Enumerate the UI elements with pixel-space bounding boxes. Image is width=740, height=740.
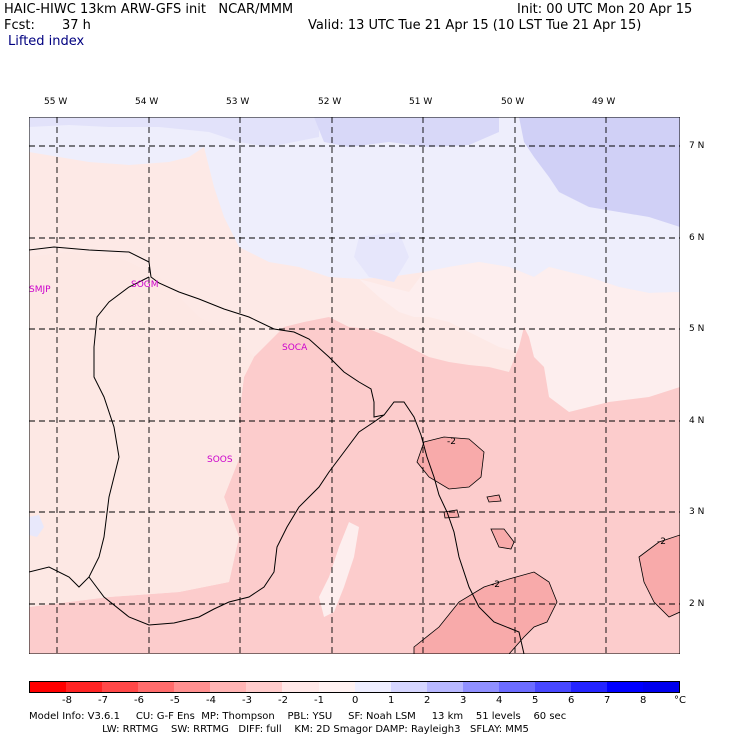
colorbar-swatch <box>246 682 283 692</box>
map-panel: SMJP SOGM SOCA SOOS -2 -2 -2 <box>28 116 681 655</box>
colorbar-swatch <box>426 682 463 692</box>
colorbar-tick: -3 <box>242 695 252 706</box>
forecast-label: Fcst: <box>4 18 35 33</box>
init-time: Init: 00 UTC Mon 20 Apr 15 <box>517 2 693 17</box>
lat-label: 4 N <box>689 416 705 426</box>
forecast-hour: 37 h <box>62 18 91 33</box>
field-unstable-fill <box>29 317 680 654</box>
colorbar-tick: 3 <box>460 695 467 706</box>
lat-label: 2 N <box>689 599 705 609</box>
field-neutral-west-fill <box>29 252 254 607</box>
valid-time: Valid: 13 UTC Tue 21 Apr 15 (10 LST Tue … <box>308 18 642 33</box>
lat-label: 5 N <box>689 324 705 334</box>
contour-cell-minus2 <box>638 534 681 618</box>
lat-label: 7 N <box>689 141 705 151</box>
contour-cell-minus2 <box>490 528 515 550</box>
lat-label: 3 N <box>689 507 705 517</box>
colorbar-tick: -4 <box>206 695 216 706</box>
colorbar-tick: 5 <box>532 695 539 706</box>
colorbar-tick: 6 <box>568 695 575 706</box>
station-label: SOGM <box>131 280 159 290</box>
colorbar-swatch <box>66 682 103 692</box>
field-name: Lifted index <box>8 34 85 49</box>
colorbar-tick: 4 <box>496 695 503 706</box>
colorbar-tick: -5 <box>170 695 180 706</box>
field-neutral-fill <box>359 262 680 412</box>
colorbar-swatch <box>210 682 247 692</box>
lon-label: 49 W <box>592 97 616 107</box>
station-label: SOCA <box>282 343 308 353</box>
colorbar-swatch <box>30 682 67 692</box>
border-guyane-brazil <box>88 414 385 626</box>
field-stable-fill <box>314 117 499 147</box>
coastline <box>28 246 525 655</box>
colorbar-tick: -6 <box>134 695 144 706</box>
station-label: SMJP <box>29 285 51 295</box>
colorbar-unit: °C <box>674 695 686 706</box>
colorbar <box>29 681 680 693</box>
lon-label: 54 W <box>135 97 159 107</box>
colorbar-tick: -2 <box>278 695 288 706</box>
model-info-line2: LW: RRTMG SW: RRTMG DIFF: full KM: 2D Sm… <box>29 724 529 735</box>
model-title: HAIC-HIWC 13km ARW-GFS init NCAR/MMM <box>4 2 294 17</box>
field-stable-fill <box>519 117 680 227</box>
colorbar-swatch <box>643 682 680 692</box>
station-label: SOOS <box>207 455 233 465</box>
colorbar-tick: -1 <box>314 695 324 706</box>
lon-label: 53 W <box>226 97 250 107</box>
lat-lon-grid <box>29 117 680 654</box>
colorbar-swatch <box>354 682 391 692</box>
colorbar-swatch <box>318 682 355 692</box>
colorbar-swatch <box>102 682 139 692</box>
colorbar-tick: 7 <box>604 695 611 706</box>
colorbar-swatch <box>570 682 607 692</box>
colorbar-tick: 8 <box>640 695 647 706</box>
contour-label: -2 <box>491 580 500 590</box>
colorbar-swatch <box>390 682 427 692</box>
colorbar-swatch <box>174 682 211 692</box>
field-stable-fill <box>354 232 409 282</box>
lon-label: 51 W <box>409 97 433 107</box>
lifted-index-map: SMJP SOGM SOCA SOOS -2 -2 -2 <box>28 116 681 655</box>
colorbar-tick: 0 <box>352 695 359 706</box>
field-stable-light-fill <box>29 117 680 293</box>
model-info-line1: Model Info: V3.6.1 CU: G-F Ens MP: Thomp… <box>29 711 567 722</box>
colorbar-swatch <box>138 682 175 692</box>
colorbar-swatch <box>498 682 535 692</box>
colorbar-tick: -8 <box>62 695 72 706</box>
lat-label: 6 N <box>689 233 705 243</box>
contour-cell-minus2 <box>486 494 502 503</box>
contour-label: -2 <box>447 437 456 447</box>
border-suriname-guyane <box>28 276 150 588</box>
colorbar-tick: 1 <box>388 695 395 706</box>
contour-label: -2 <box>657 537 666 547</box>
lon-label: 50 W <box>501 97 525 107</box>
lon-label: 55 W <box>44 97 68 107</box>
field-stable-fill <box>29 117 319 147</box>
contour-cell-minus2 <box>443 509 460 519</box>
field-light-strip <box>319 522 359 617</box>
field-stable-patch <box>29 515 44 537</box>
colorbar-tick: -7 <box>98 695 108 706</box>
lon-label: 52 W <box>318 97 342 107</box>
colorbar-swatch <box>282 682 319 692</box>
colorbar-swatch <box>534 682 571 692</box>
colorbar-swatch <box>462 682 499 692</box>
colorbar-swatch <box>607 682 644 692</box>
colorbar-tick: 2 <box>424 695 431 706</box>
